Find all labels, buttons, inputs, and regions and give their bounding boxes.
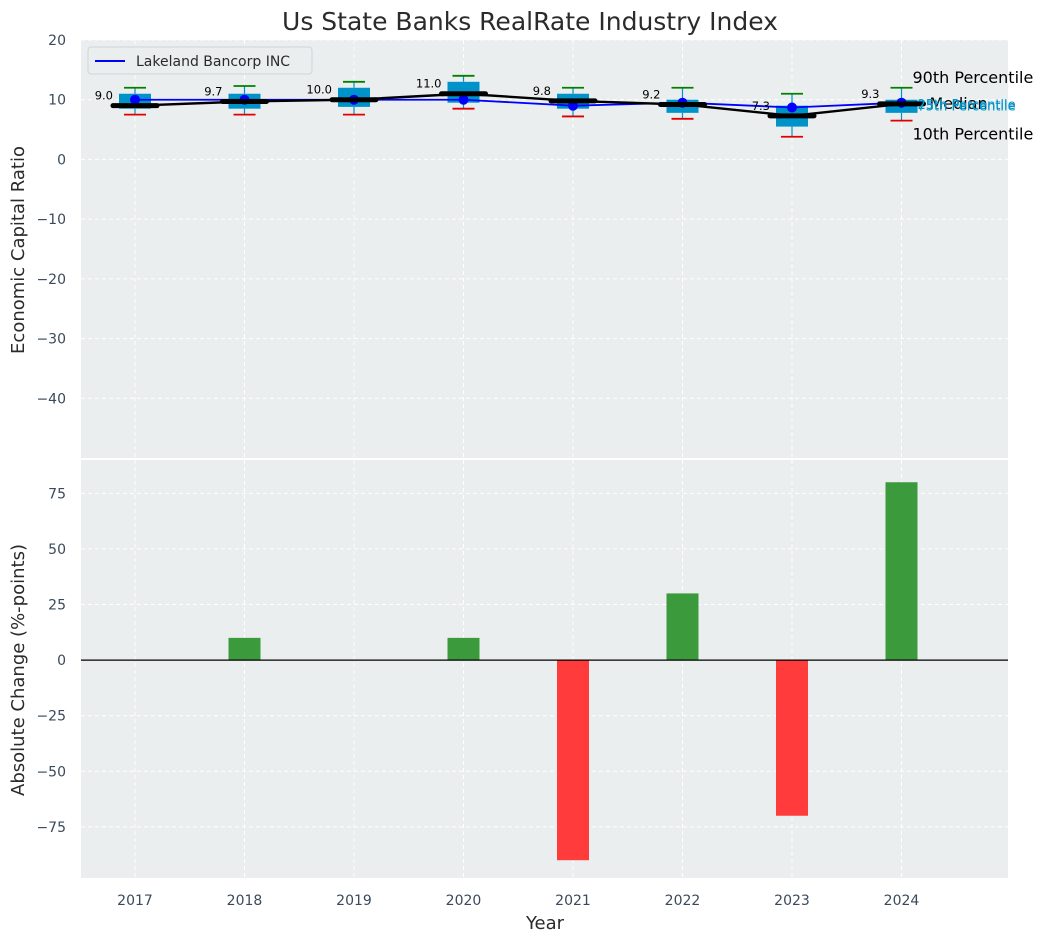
legend: Lakeland Bancorp INC xyxy=(87,46,313,75)
chart-title: Us State Banks RealRate Industry Index xyxy=(282,7,778,36)
x-axis-label: Year xyxy=(525,913,565,934)
top-y-tick-label: −20 xyxy=(36,272,66,288)
bottom-y-tick-label: −25 xyxy=(36,709,66,725)
change-bar xyxy=(228,637,261,661)
median-value-label: 11.0 xyxy=(416,77,442,91)
median-value-label: 9.8 xyxy=(533,84,551,98)
bottom-y-tick-label: 75 xyxy=(48,486,66,502)
company-point xyxy=(458,94,469,105)
bottom-y-tick-label: −75 xyxy=(36,820,66,836)
median-value-label: 10.0 xyxy=(306,83,332,97)
top-y-tick-label: 20 xyxy=(48,33,66,49)
top-y-tick-label: −10 xyxy=(36,212,66,228)
bottom-y-tick-label: 25 xyxy=(48,598,66,614)
bottom-plot-area xyxy=(81,460,1008,878)
label-median: Median xyxy=(930,94,988,113)
company-point xyxy=(130,94,140,105)
median-value-label: 9.2 xyxy=(642,87,660,101)
top-panel: 20 10 0 −10 −20 −30 −40 9.0 9.7 10.0 11.0 9.8 9.2 7.3… xyxy=(36,33,1033,458)
median-value-label: 7.3 xyxy=(752,99,770,113)
top-y-tick-label: −30 xyxy=(36,332,66,348)
change-bar xyxy=(447,637,480,661)
x-tick-label: 2017 xyxy=(117,893,153,909)
x-tick-label: 2018 xyxy=(227,893,263,909)
bottom-y-axis-label: Absolute Change (%-points) xyxy=(8,544,29,796)
bottom-y-tick-label: 50 xyxy=(48,542,66,558)
change-bar xyxy=(557,660,589,861)
x-tick-label: 2020 xyxy=(446,893,482,909)
top-y-axis-label: Economic Capital Ratio xyxy=(8,146,29,354)
label-90th-percentile: 90th Percentile xyxy=(913,68,1034,87)
top-y-tick-label: 10 xyxy=(48,93,66,109)
label-25th-percentile: 25th Percentile xyxy=(918,98,1016,113)
change-bar xyxy=(776,660,808,816)
company-point xyxy=(787,102,797,113)
top-y-tick-label: −40 xyxy=(36,391,66,407)
x-tick-label: 2021 xyxy=(555,893,591,909)
top-y-tick-label: 0 xyxy=(57,152,66,168)
change-bar xyxy=(885,482,918,661)
median-value-label: 9.3 xyxy=(861,87,879,101)
x-tick-label: 2019 xyxy=(336,893,372,909)
label-10th-percentile: 10th Percentile xyxy=(913,125,1034,144)
x-tick-label: 2024 xyxy=(884,893,920,909)
legend-label-company: Lakeland Bancorp INC xyxy=(136,54,290,70)
x-tick-label: 2022 xyxy=(665,893,701,909)
median-value-label: 9.0 xyxy=(95,89,113,103)
change-bar xyxy=(666,593,699,661)
label-75th-percentile: 75th Percentile xyxy=(918,100,1016,115)
bottom-y-tick-label: −50 xyxy=(36,764,66,780)
x-tick-label: 2023 xyxy=(774,893,810,909)
median-value-label: 9.7 xyxy=(204,85,222,99)
bottom-panel: 75 50 25 0 −25 −50 −75 2017 2018 2019 2020 2021 2022… xyxy=(36,460,1008,909)
bottom-y-tick-label: 0 xyxy=(57,653,66,669)
legend-box xyxy=(87,46,313,75)
